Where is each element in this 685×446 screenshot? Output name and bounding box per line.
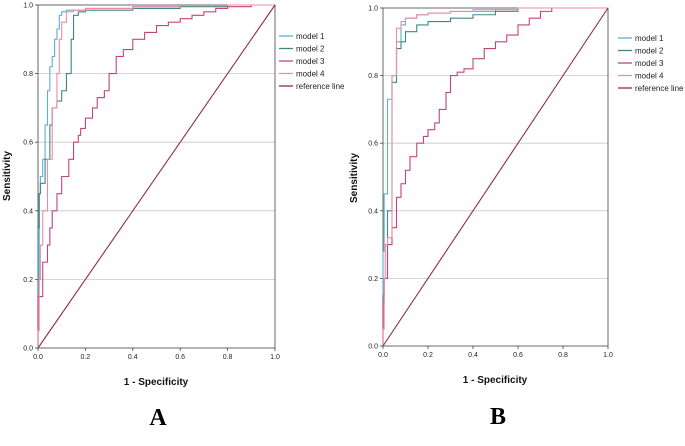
chart-a-ytick-label: 0.8 xyxy=(23,71,33,78)
chart-b-legend-label-model-1: model 1 xyxy=(635,34,664,43)
chart-a-series-model-3 xyxy=(37,4,275,348)
chart-a-y-axis-title: Sensitivity xyxy=(2,151,13,201)
chart-a-xtick-label: 0.2 xyxy=(81,354,91,361)
chart-a-legend-label-reference-line: reference line xyxy=(296,82,345,91)
chart-a-ytick-label: 0.4 xyxy=(23,208,33,215)
chart-a-xtick-label: 0.6 xyxy=(175,354,185,361)
chart-b-y-axis-title: Sensitivity xyxy=(349,153,360,203)
chart-b-xtick-label: 0.8 xyxy=(558,352,568,359)
chart-b-legend-label-reference-line: reference line xyxy=(635,84,684,93)
chart-a-legend-label-model-3: model 3 xyxy=(296,57,325,66)
chart-a-legend-label-model-1: model 1 xyxy=(296,32,325,41)
chart-a-panel: 0.0 0.2 0.4 0.6 0.8 1.0 0.0 0.2 0.4 0.6 0.8 1.0 mode… xyxy=(2,3,345,432)
chart-a-xtick-label: 1.0 xyxy=(270,354,280,361)
chart-b-plot-frame xyxy=(382,7,609,347)
chart-b-series-model-3 xyxy=(382,7,608,346)
chart-a-legend-label-model-2: model 2 xyxy=(296,45,325,54)
chart-b-xtick-label: 0.0 xyxy=(378,352,388,359)
chart-a-panel-label: A xyxy=(149,405,167,431)
chart-a-x-axis-title: 1 - Specificity xyxy=(124,377,189,388)
chart-b-panel: 0.0 0.2 0.4 0.6 0.8 1.0 0.0 0.2 0.4 0.6 0.8 1.0 mode… xyxy=(349,6,684,431)
chart-b-ytick-label: 1.0 xyxy=(368,6,378,13)
chart-b-ytick-label: 0.0 xyxy=(368,344,378,351)
chart-a-ytick-label: 0.0 xyxy=(23,346,33,353)
chart-b-ytick-label: 0.4 xyxy=(368,208,378,215)
chart-a-plot-frame xyxy=(37,4,276,349)
chart-a-series-reference-line xyxy=(37,4,276,349)
chart-a-xtick-label: 0.8 xyxy=(223,354,233,361)
chart-b-legend-label-model-4: model 4 xyxy=(635,72,664,81)
chart-b-xtick-label: 0.6 xyxy=(513,352,523,359)
chart-b-ytick-label: 0.2 xyxy=(368,276,378,283)
chart-b-xtick-label: 0.4 xyxy=(468,352,478,359)
chart-a-ytick-label: 0.6 xyxy=(23,140,33,147)
chart-b-series-reference-line xyxy=(382,7,609,347)
chart-b-x-axis-title: 1 - Specificity xyxy=(463,375,528,386)
chart-b-xtick-label: 0.2 xyxy=(423,352,433,359)
chart-a-ytick-label: 0.2 xyxy=(23,277,33,284)
chart-b-legend: model 1 model 2 model 3 model 4 reference li… xyxy=(618,34,684,93)
chart-a-xtick-label: 0.4 xyxy=(128,354,138,361)
chart-b-ytick-label: 0.6 xyxy=(368,141,378,148)
chart-b-series-model-4 xyxy=(382,7,608,346)
chart-a-series-model-4 xyxy=(37,4,275,348)
chart-b-legend-label-model-2: model 2 xyxy=(635,47,664,56)
chart-a-legend: model 1 model 2 model 3 model 4 reference li… xyxy=(279,32,345,91)
chart-b-ytick-label: 0.8 xyxy=(368,73,378,80)
chart-b-legend-label-model-3: model 3 xyxy=(635,59,664,68)
chart-b-xtick-label: 1.0 xyxy=(603,352,613,359)
chart-a-ytick-label: 1.0 xyxy=(23,3,33,10)
chart-b-panel-label: B xyxy=(490,404,506,430)
chart-a-legend-label-model-4: model 4 xyxy=(296,70,325,79)
chart-a-series-model-2 xyxy=(37,4,275,348)
chart-a-xtick-label: 0.0 xyxy=(33,354,43,361)
